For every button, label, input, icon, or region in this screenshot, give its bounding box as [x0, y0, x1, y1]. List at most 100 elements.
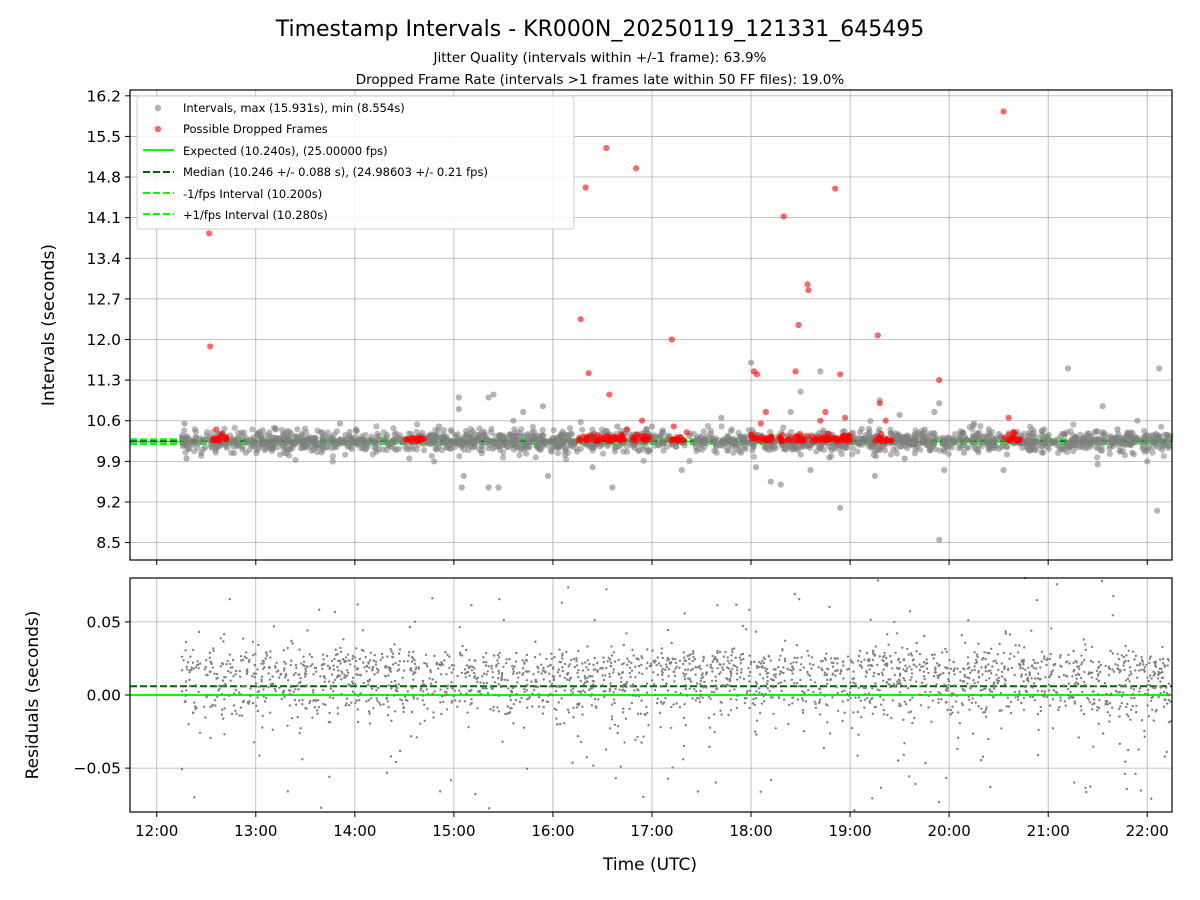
residual-point [251, 640, 255, 643]
residual-point [960, 702, 964, 705]
dropped-frame-point [219, 430, 226, 437]
intervals-x-ticks [156, 560, 1148, 565]
residual-point [608, 727, 612, 730]
dropped-frame-point [1000, 108, 1007, 115]
residual-point [216, 676, 219, 680]
residual-point [477, 690, 480, 693]
residual-point [742, 677, 746, 681]
residual-point [393, 643, 396, 646]
dropped-frame-point [577, 316, 584, 323]
residual-point [836, 662, 839, 665]
residual-point [1096, 709, 1099, 712]
residual-point [596, 661, 599, 665]
residual-point [986, 651, 989, 655]
residual-point [334, 653, 338, 657]
residual-point [239, 675, 242, 678]
interval-point [742, 446, 749, 453]
residual-point [778, 673, 781, 676]
dropped-frame-point [582, 184, 589, 191]
residual-point [732, 664, 735, 667]
residual-point [211, 703, 214, 707]
residual-point [1071, 675, 1074, 678]
interval-point [301, 444, 308, 451]
residual-point [628, 666, 632, 669]
residual-point [284, 662, 287, 665]
residual-point [967, 695, 970, 698]
residuals-y-tick-label: −0.05 [74, 760, 122, 778]
residual-point [819, 698, 822, 701]
residual-point [952, 669, 956, 672]
residual-point [367, 710, 371, 713]
residual-point [463, 668, 467, 671]
interval-point [361, 440, 368, 448]
residual-point [1111, 668, 1114, 671]
residual-point [460, 685, 463, 688]
residual-point [860, 666, 864, 669]
residual-point [660, 647, 664, 650]
residual-point [1104, 664, 1107, 668]
residual-point [183, 700, 186, 704]
residual-point [375, 697, 378, 700]
residual-point [514, 660, 518, 663]
residual-point [572, 706, 575, 709]
interval-point [832, 443, 839, 450]
interval-point [1128, 429, 1135, 436]
residual-point [1097, 665, 1101, 668]
residual-point [571, 687, 575, 690]
residual-point [984, 670, 987, 673]
residual-point [1108, 702, 1112, 705]
residual-point [1127, 649, 1130, 652]
residual-point [377, 686, 380, 690]
residual-point [667, 668, 671, 671]
residual-point [731, 651, 734, 654]
interval-point [849, 451, 856, 458]
residual-point [777, 696, 780, 699]
residual-point [502, 618, 505, 622]
dropped-frame-point [876, 400, 883, 407]
residual-point [367, 680, 370, 683]
residual-point [1166, 657, 1170, 661]
residual-point [476, 680, 479, 683]
residual-point [1118, 707, 1121, 711]
residual-point [469, 690, 472, 693]
residual-point [992, 660, 995, 663]
residual-point [1122, 661, 1126, 664]
residual-point [213, 672, 216, 675]
residual-point [512, 672, 515, 675]
residual-point [383, 666, 387, 669]
residual-point [222, 633, 226, 636]
residual-point [1146, 688, 1150, 692]
residual-point [386, 714, 390, 717]
residual-point [1080, 654, 1083, 657]
residual-point [411, 686, 414, 690]
residual-point [534, 640, 537, 643]
residual-point [1122, 691, 1125, 694]
residual-point [963, 673, 966, 677]
residual-point [628, 707, 631, 711]
residual-point [1124, 760, 1127, 763]
interval-point [312, 435, 319, 442]
residual-point [779, 654, 782, 657]
interval-point [643, 425, 650, 432]
residual-point [860, 660, 863, 664]
residual-point [553, 656, 556, 659]
residual-point [880, 671, 884, 674]
residual-point [369, 659, 372, 662]
residual-point [1146, 683, 1149, 687]
residual-point [212, 647, 215, 650]
residual-point [613, 660, 617, 663]
interval-point [485, 394, 492, 401]
residual-point [452, 664, 456, 667]
interval-point [511, 426, 518, 433]
residual-point [997, 679, 1001, 683]
residual-point [612, 691, 615, 694]
residual-point [636, 712, 640, 715]
interval-point [956, 441, 963, 448]
residual-point [228, 662, 232, 666]
residual-point [826, 667, 829, 670]
interval-point [414, 421, 421, 428]
dropped-frame-point [754, 435, 761, 442]
residual-point [1135, 704, 1138, 708]
interval-point [440, 426, 447, 434]
residual-point [1040, 689, 1044, 693]
